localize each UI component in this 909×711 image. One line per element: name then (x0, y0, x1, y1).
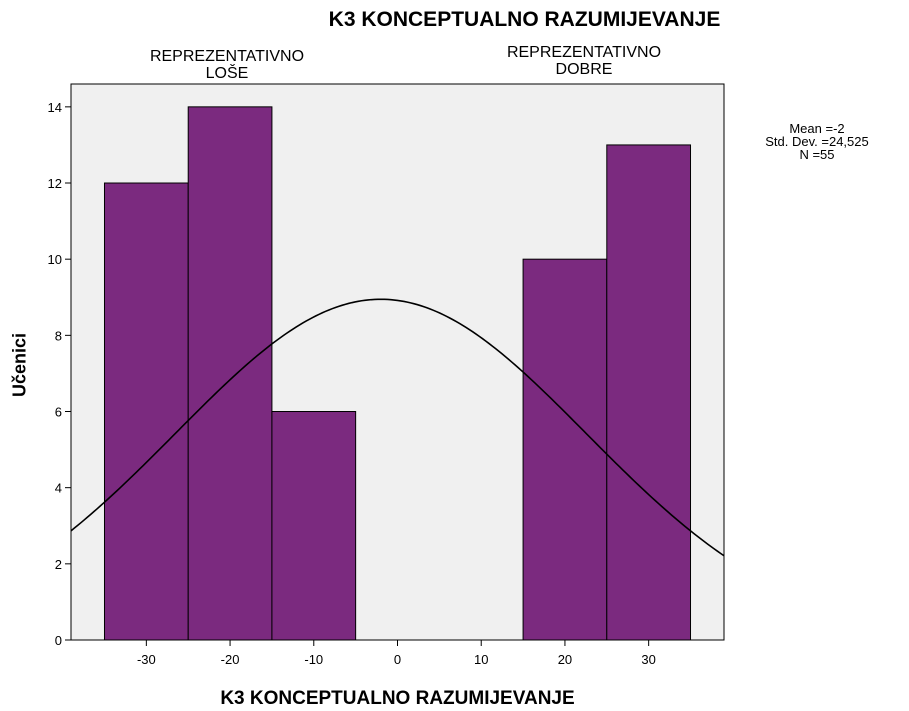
histogram-bar (522, 258, 608, 641)
y-tick-label: 0 (55, 633, 62, 648)
histogram-bar (606, 144, 692, 641)
annotation-dobre-line2: DOBRE (555, 61, 613, 78)
x-tick-label: 30 (641, 652, 655, 667)
annotation-lose-line1: REPREZENTATIVNO (149, 48, 305, 65)
y-tick-label: 12 (48, 176, 62, 191)
histogram-bar (103, 182, 189, 641)
histogram-bar (187, 106, 273, 641)
stats-sd: Std. Dev. =24,525 (765, 134, 869, 149)
y-tick-label: 8 (55, 328, 62, 343)
annotation-lose: REPREZENTATIVNO LOŠE (117, 48, 337, 82)
chart-title: K3 KONCEPTUALNO RAZUMIJEVANJE (328, 8, 721, 31)
x-tick-label: -20 (221, 652, 240, 667)
annotation-dobre-line1: REPREZENTATIVNO (506, 44, 662, 61)
y-tick-label: 10 (48, 252, 62, 267)
stats-box: Mean =-2 Std. Dev. =24,525 N =55 (752, 122, 882, 161)
stats-n: N =55 (799, 147, 835, 162)
annotation-dobre: REPREZENTATIVNO DOBRE (474, 44, 694, 78)
y-tick-label: 4 (55, 481, 62, 496)
stats-mean: Mean =-2 (789, 121, 845, 136)
normal-curve (70, 298, 725, 557)
x-tick-label: 10 (474, 652, 488, 667)
y-tick-label: 6 (55, 405, 62, 420)
x-tick-label: -10 (304, 652, 323, 667)
x-axis-label: K3 KONCEPTUALNO RAZUMIJEVANJE (220, 688, 575, 709)
x-tick-label: 0 (394, 652, 401, 667)
y-tick-label: 14 (48, 100, 62, 115)
y-tick-label: 2 (55, 557, 62, 572)
annotation-lose-line2: LOŠE (205, 65, 249, 82)
x-tick-label: -30 (137, 652, 156, 667)
x-tick-label: 20 (558, 652, 572, 667)
histogram-bar (271, 411, 357, 641)
